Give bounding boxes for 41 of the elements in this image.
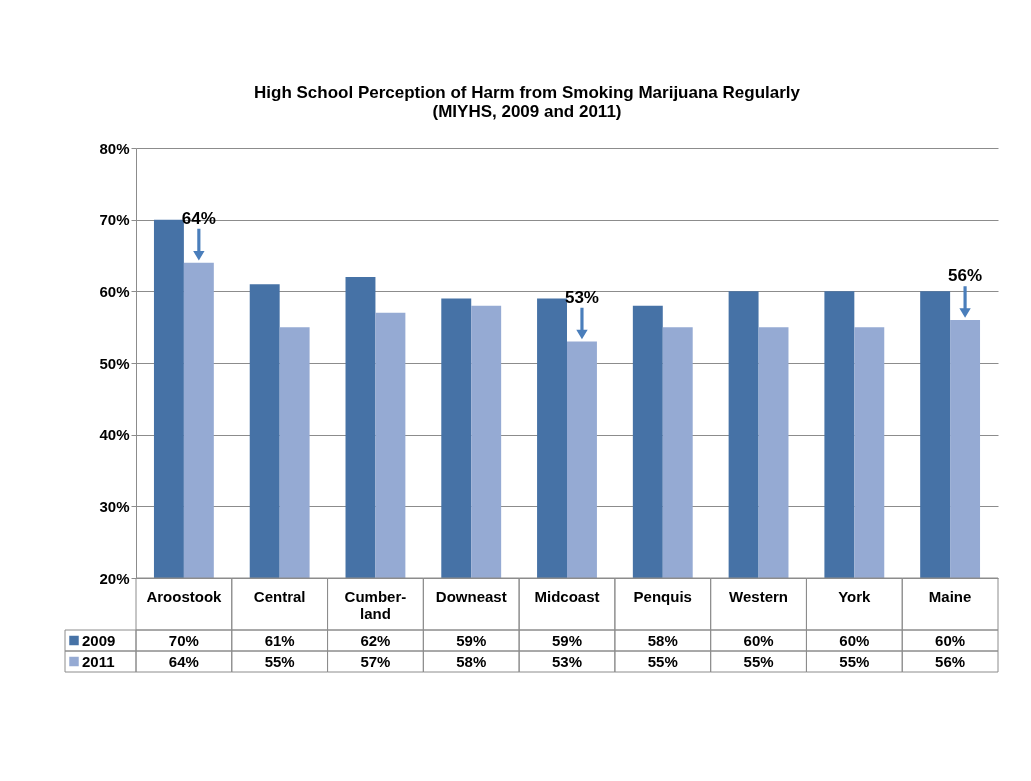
y-tick-label: 60%: [99, 282, 130, 300]
x-tick-label: Maine: [928, 587, 972, 605]
legend-label: 2009: [82, 631, 116, 649]
data-label: 53%: [551, 652, 583, 670]
y-tick-label: 40%: [99, 426, 130, 444]
legend-label: 2011: [82, 652, 115, 670]
annotation: 53%: [564, 287, 599, 307]
data-label: 70%: [168, 631, 199, 649]
data-label: 56%: [935, 652, 966, 670]
data-label: 59%: [551, 631, 583, 649]
x-tick-label: Midcoast: [534, 587, 600, 605]
data-label: 60%: [743, 631, 774, 649]
annotation: 64%: [181, 208, 216, 228]
data-label: 55%: [743, 652, 774, 670]
data-label: 60%: [839, 631, 870, 649]
x-tick-label: York: [838, 587, 872, 605]
y-tick-label: 20%: [99, 569, 130, 587]
y-tick-label: 30%: [99, 497, 130, 515]
y-tick-label: 80%: [99, 139, 130, 157]
chart-title: High School Perception of Harm from Smoking Marijuana Regularly: [254, 83, 801, 102]
data-label: 58%: [456, 652, 487, 670]
x-tick-label: Aroostook: [146, 587, 223, 605]
data-label: 55%: [839, 652, 870, 670]
data-label: 64%: [168, 652, 199, 670]
y-tick-label: 70%: [99, 211, 130, 229]
annotation: 56%: [948, 266, 983, 285]
data-label: 55%: [264, 652, 295, 670]
x-tick-label: Penquis: [633, 587, 692, 605]
x-tick-label: Western: [729, 587, 789, 605]
x-tick-label: Downeast: [435, 587, 507, 605]
y-tick-label: 50%: [99, 354, 130, 372]
chart-subtitle: (MIYHS, 2009 and 2011): [432, 102, 622, 121]
data-label: 55%: [647, 652, 678, 670]
data-label: 61%: [264, 631, 295, 649]
data-label: 57%: [360, 652, 391, 670]
data-label: 62%: [360, 631, 391, 649]
data-label: 59%: [456, 631, 487, 649]
data-label: 60%: [935, 631, 966, 649]
data-label: 58%: [647, 631, 678, 649]
x-tick-label: Cumber-land: [344, 587, 407, 622]
x-tick-label: Central: [253, 587, 306, 605]
